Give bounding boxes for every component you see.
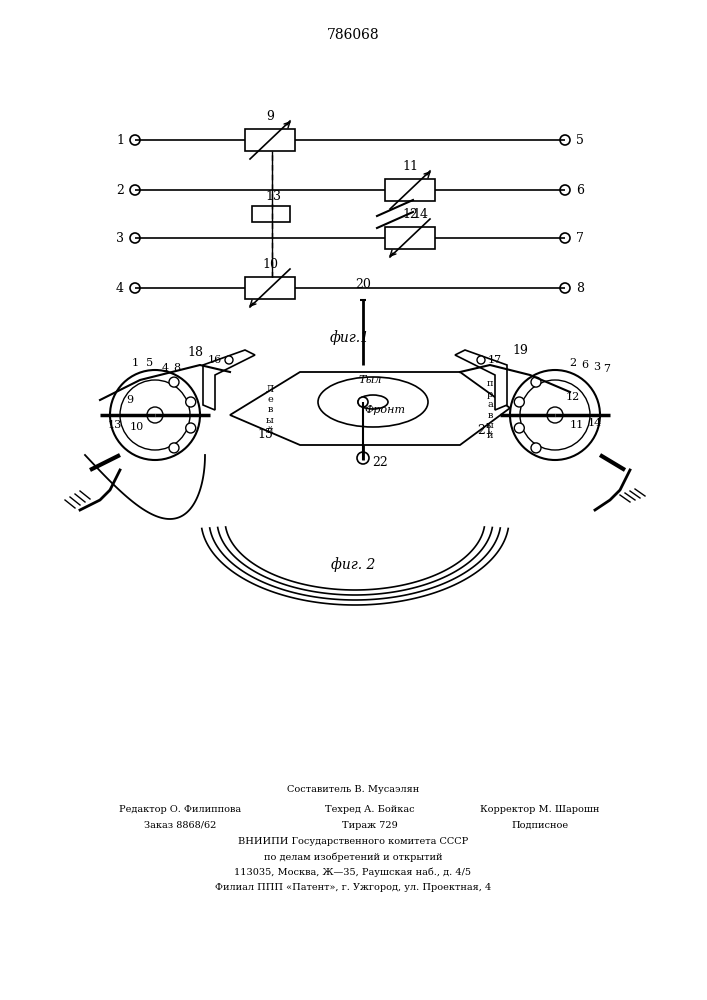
Circle shape (130, 135, 140, 145)
Ellipse shape (318, 377, 428, 427)
Text: 4: 4 (161, 363, 168, 373)
Bar (245, 129, 295, 151)
Bar (252, 206, 290, 222)
Circle shape (169, 443, 179, 453)
Text: 6: 6 (581, 360, 588, 370)
Text: фиг. 2: фиг. 2 (331, 558, 375, 572)
Circle shape (130, 233, 140, 243)
Circle shape (531, 377, 541, 387)
Bar (385, 179, 435, 201)
Circle shape (531, 443, 541, 453)
Text: 3: 3 (116, 232, 124, 244)
Text: Корректор М. Шарошн: Корректор М. Шарошн (480, 806, 600, 814)
Text: Заказ 8868/62: Заказ 8868/62 (144, 820, 216, 830)
Bar (245, 277, 295, 299)
Circle shape (560, 185, 570, 195)
Text: 21: 21 (477, 424, 493, 436)
Text: 7: 7 (576, 232, 584, 244)
Text: 22: 22 (372, 456, 388, 470)
Text: 2: 2 (569, 358, 577, 368)
Circle shape (186, 397, 196, 407)
Text: Тыл: Тыл (358, 375, 382, 385)
Text: 5: 5 (576, 133, 584, 146)
Circle shape (120, 380, 190, 450)
Bar (385, 227, 435, 249)
Text: 786068: 786068 (327, 28, 380, 42)
Circle shape (169, 377, 179, 387)
Circle shape (147, 407, 163, 423)
Text: 11: 11 (570, 420, 584, 430)
Polygon shape (203, 350, 255, 410)
Text: 14: 14 (588, 418, 602, 428)
Text: 9: 9 (266, 110, 274, 123)
Circle shape (514, 397, 525, 407)
Text: 3: 3 (593, 362, 600, 372)
Text: 8: 8 (576, 282, 584, 294)
Circle shape (560, 283, 570, 293)
Circle shape (520, 380, 590, 450)
Text: 13: 13 (108, 420, 122, 430)
Circle shape (560, 233, 570, 243)
Text: Составитель В. Мусаэлян: Составитель В. Мусаэлян (287, 786, 419, 794)
Text: ВНИИПИ Государственного комитета СССР: ВНИИПИ Государственного комитета СССР (238, 838, 468, 846)
Circle shape (358, 397, 368, 407)
Circle shape (186, 423, 196, 433)
Polygon shape (455, 350, 507, 410)
Text: 12: 12 (566, 392, 580, 402)
Circle shape (560, 135, 570, 145)
Text: 13: 13 (265, 190, 281, 202)
Circle shape (110, 370, 200, 460)
Text: 10: 10 (130, 422, 144, 432)
Circle shape (510, 370, 600, 460)
Text: 5: 5 (146, 358, 153, 368)
Circle shape (130, 185, 140, 195)
Circle shape (130, 283, 140, 293)
Text: Редактор О. Филиппова: Редактор О. Филиппова (119, 806, 241, 814)
Text: 12: 12 (402, 209, 418, 222)
Text: Л
е
в
ы
й: Л е в ы й (266, 385, 274, 435)
Text: 11: 11 (402, 160, 418, 174)
Text: 10: 10 (262, 258, 278, 271)
Text: 9: 9 (127, 395, 134, 405)
Circle shape (514, 423, 525, 433)
Text: 8: 8 (173, 363, 180, 373)
Text: 4: 4 (116, 282, 124, 294)
Text: 20: 20 (355, 278, 371, 292)
Text: фиг.1: фиг.1 (330, 331, 370, 345)
Text: Техред А. Бойкас: Техред А. Бойкас (325, 806, 415, 814)
Text: Подписное: Подписное (511, 820, 568, 830)
Text: 15: 15 (257, 428, 273, 442)
Ellipse shape (358, 395, 388, 409)
Text: Фронт: Фронт (365, 405, 406, 415)
Text: 6: 6 (576, 184, 584, 196)
Text: 18: 18 (187, 346, 203, 359)
Text: п
р
а
в
ы
й: п р а в ы й (486, 379, 494, 440)
Text: 16: 16 (208, 355, 222, 365)
Text: 17: 17 (488, 355, 502, 365)
Circle shape (357, 452, 369, 464)
Circle shape (547, 407, 563, 423)
Text: 14: 14 (412, 208, 428, 221)
Text: 7: 7 (604, 364, 611, 374)
Polygon shape (230, 372, 510, 445)
Text: Тираж 729: Тираж 729 (342, 820, 398, 830)
Text: по делам изобретений и открытий: по делам изобретений и открытий (264, 852, 443, 862)
Text: 1: 1 (116, 133, 124, 146)
Text: 2: 2 (116, 184, 124, 196)
Text: Филиал ППП «Патент», г. Ужгород, ул. Проектная, 4: Филиал ППП «Патент», г. Ужгород, ул. Про… (215, 882, 491, 892)
Circle shape (477, 356, 485, 364)
Text: 113035, Москва, Ж—35, Раушская наб., д. 4/5: 113035, Москва, Ж—35, Раушская наб., д. … (235, 867, 472, 877)
Text: 19: 19 (512, 344, 528, 357)
Text: 1: 1 (132, 358, 139, 368)
Circle shape (225, 356, 233, 364)
